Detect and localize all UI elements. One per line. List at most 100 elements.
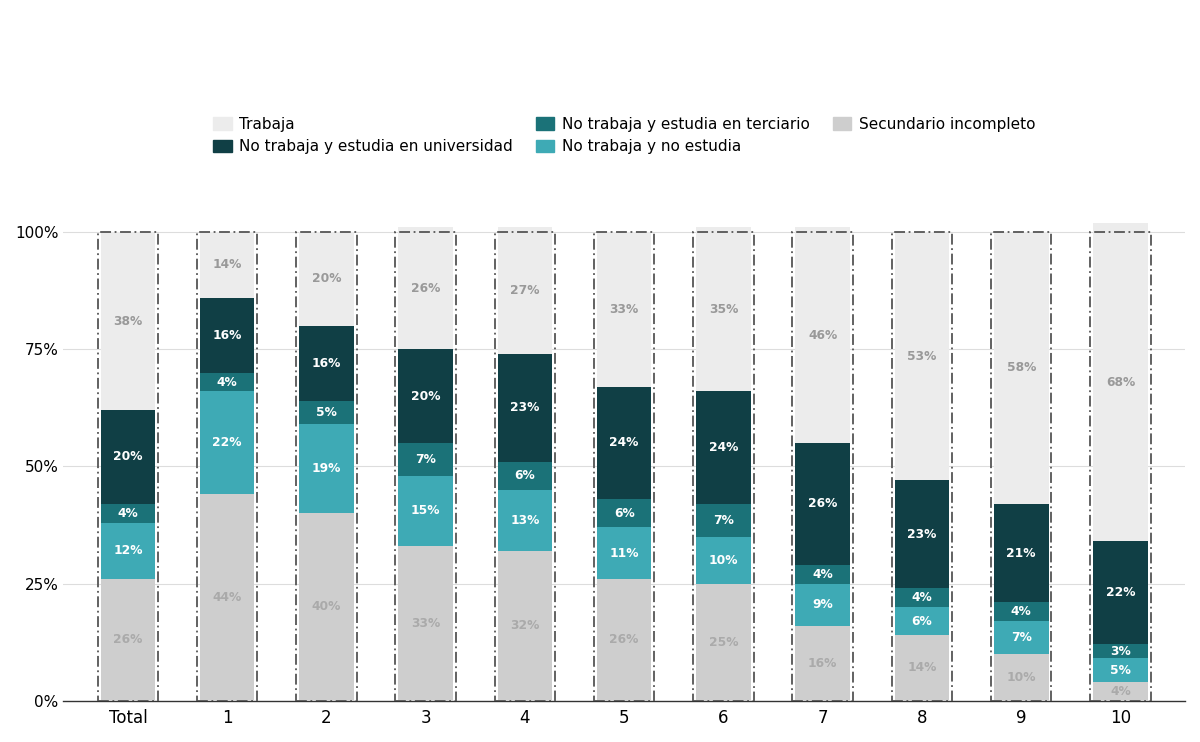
- Bar: [594, 232, 654, 700]
- Bar: [895, 588, 949, 607]
- Text: 20%: 20%: [113, 450, 143, 464]
- Bar: [796, 227, 850, 443]
- Text: 4%: 4%: [1010, 605, 1032, 618]
- Bar: [1093, 223, 1147, 542]
- Bar: [994, 603, 1049, 621]
- Bar: [398, 227, 452, 349]
- Text: 5%: 5%: [316, 406, 337, 419]
- Bar: [796, 626, 850, 700]
- Bar: [596, 387, 652, 499]
- Text: 23%: 23%: [510, 401, 540, 414]
- Bar: [895, 480, 949, 588]
- Bar: [596, 579, 652, 700]
- Bar: [1093, 682, 1147, 700]
- Text: 22%: 22%: [212, 436, 242, 450]
- Text: 4%: 4%: [118, 507, 138, 519]
- Bar: [200, 298, 254, 372]
- Bar: [1093, 658, 1147, 682]
- Text: 7%: 7%: [415, 453, 436, 466]
- Bar: [296, 232, 356, 700]
- Bar: [994, 654, 1049, 700]
- Bar: [696, 536, 751, 583]
- Text: 9%: 9%: [812, 598, 833, 611]
- Text: 7%: 7%: [1010, 631, 1032, 644]
- Bar: [892, 232, 953, 700]
- Bar: [895, 635, 949, 700]
- Text: 4%: 4%: [812, 568, 833, 581]
- Text: 15%: 15%: [410, 505, 440, 517]
- Bar: [101, 579, 155, 700]
- Text: 6%: 6%: [912, 614, 932, 628]
- Text: 26%: 26%: [808, 497, 838, 510]
- Legend: Trabaja, No trabaja y estudia en universidad, No trabaja y estudia en terciario,: Trabaja, No trabaja y estudia en univers…: [214, 116, 1036, 154]
- Text: 14%: 14%: [212, 258, 242, 272]
- Text: 58%: 58%: [1007, 361, 1036, 375]
- Text: 4%: 4%: [1110, 685, 1130, 697]
- Bar: [796, 443, 850, 565]
- Bar: [299, 326, 354, 401]
- Text: 10%: 10%: [1007, 671, 1036, 683]
- Bar: [398, 546, 452, 700]
- Text: 4%: 4%: [912, 591, 932, 604]
- Text: 25%: 25%: [709, 636, 738, 649]
- Bar: [498, 354, 552, 462]
- Text: 6%: 6%: [614, 507, 635, 519]
- Text: 40%: 40%: [312, 600, 341, 614]
- Bar: [299, 513, 354, 700]
- Text: 26%: 26%: [410, 282, 440, 295]
- Bar: [1091, 232, 1151, 700]
- Bar: [398, 443, 452, 476]
- Bar: [197, 232, 258, 700]
- Bar: [498, 462, 552, 490]
- Bar: [200, 391, 254, 494]
- Bar: [895, 232, 949, 480]
- Text: 16%: 16%: [312, 357, 341, 370]
- Text: 7%: 7%: [713, 513, 734, 527]
- Text: 5%: 5%: [1110, 663, 1130, 677]
- Text: 23%: 23%: [907, 528, 937, 541]
- Text: 68%: 68%: [1106, 375, 1135, 389]
- Text: 53%: 53%: [907, 349, 937, 363]
- Text: 22%: 22%: [1105, 586, 1135, 600]
- Bar: [994, 232, 1049, 504]
- Bar: [498, 551, 552, 700]
- Bar: [200, 494, 254, 700]
- Bar: [395, 232, 456, 700]
- Bar: [696, 391, 751, 504]
- Text: 4%: 4%: [217, 375, 238, 389]
- Bar: [97, 232, 158, 700]
- Bar: [696, 227, 751, 391]
- Text: 10%: 10%: [709, 554, 738, 567]
- Text: 6%: 6%: [515, 469, 535, 482]
- Bar: [596, 499, 652, 528]
- Bar: [299, 424, 354, 513]
- Bar: [498, 227, 552, 354]
- Bar: [792, 232, 853, 700]
- Bar: [101, 232, 155, 410]
- Text: 21%: 21%: [1007, 547, 1036, 559]
- Text: 11%: 11%: [610, 547, 638, 559]
- Bar: [1093, 542, 1147, 645]
- Bar: [796, 583, 850, 626]
- Text: 3%: 3%: [1110, 645, 1130, 658]
- Text: 16%: 16%: [212, 329, 242, 341]
- Bar: [200, 372, 254, 391]
- Bar: [101, 522, 155, 579]
- Text: 32%: 32%: [510, 619, 540, 632]
- Bar: [694, 232, 754, 700]
- Bar: [696, 504, 751, 536]
- Text: 13%: 13%: [510, 513, 540, 527]
- Text: 27%: 27%: [510, 284, 540, 297]
- Text: 44%: 44%: [212, 591, 241, 604]
- Bar: [1093, 645, 1147, 658]
- Text: 24%: 24%: [709, 441, 738, 454]
- Bar: [299, 401, 354, 424]
- Bar: [994, 504, 1049, 603]
- Text: 38%: 38%: [113, 315, 143, 327]
- Bar: [796, 565, 850, 583]
- Text: 12%: 12%: [113, 544, 143, 557]
- Bar: [596, 232, 652, 387]
- Text: 35%: 35%: [709, 303, 738, 316]
- Bar: [696, 583, 751, 700]
- Bar: [991, 232, 1051, 700]
